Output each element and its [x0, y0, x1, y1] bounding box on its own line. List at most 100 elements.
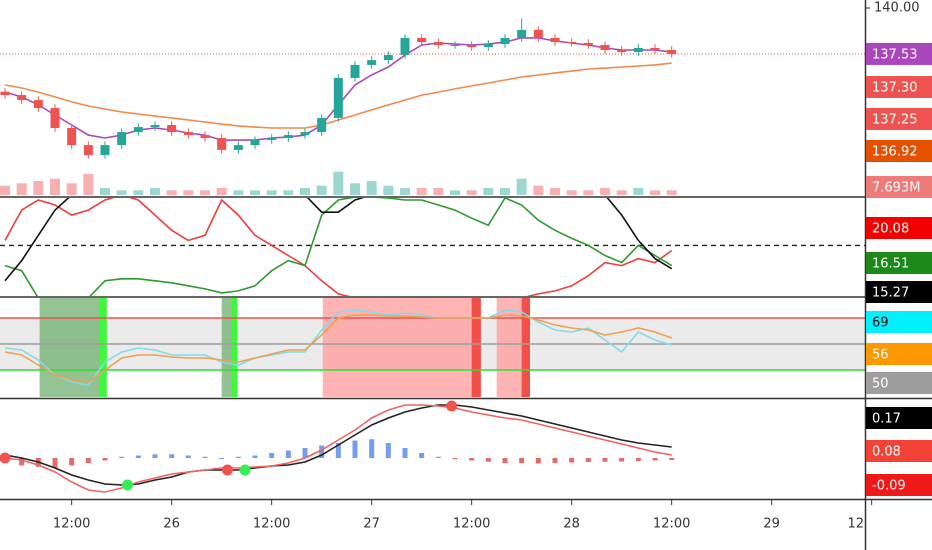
candle-body	[233, 145, 243, 150]
indicator-line	[4, 198, 673, 282]
volume-bar	[483, 188, 494, 195]
histogram-bar	[235, 456, 241, 458]
histogram-bar	[285, 450, 291, 458]
signal-zone-edge	[99, 298, 107, 397]
histogram-bar	[219, 458, 225, 459]
volume-bar	[350, 183, 360, 195]
candle-body	[500, 37, 510, 45]
volume-bar	[133, 190, 144, 195]
cross-marker	[222, 464, 233, 476]
volume-bar	[50, 178, 60, 195]
price-badge	[866, 42, 932, 65]
candle-body	[17, 95, 27, 101]
candle-body	[583, 42, 593, 46]
oscillator-pane	[0, 198, 865, 296]
price-badge	[866, 407, 932, 429]
candle-body	[333, 77, 343, 118]
histogram-bar	[352, 440, 358, 458]
volume-bar	[433, 188, 444, 195]
histogram-bar	[602, 458, 608, 462]
candle-body	[433, 42, 443, 46]
candle-body	[417, 37, 427, 43]
price-badge-label: 137.53	[872, 47, 918, 62]
volume-bar	[116, 190, 127, 195]
histogram-bar	[669, 458, 675, 460]
candle-body	[200, 135, 210, 139]
indicator-line	[4, 198, 673, 296]
histogram-bar	[469, 458, 475, 461]
volume-bar	[0, 185, 10, 195]
volume-bar	[550, 188, 560, 195]
histogram-bar	[19, 458, 25, 466]
candle-body	[217, 138, 227, 150]
volume-bar	[300, 188, 310, 195]
volume-bar	[150, 188, 160, 195]
volume-bar	[333, 171, 344, 195]
price-badge-label: 69	[872, 316, 889, 331]
volume-bar	[216, 188, 227, 195]
x-tick-label: 12:00	[653, 517, 690, 532]
candle-body	[0, 91, 10, 96]
histogram-bar	[185, 455, 191, 458]
price-badge	[866, 108, 932, 130]
candle-body	[667, 50, 677, 54]
signal-zone-edge	[521, 298, 530, 397]
price-badge	[866, 311, 932, 333]
histogram-bar	[552, 458, 558, 463]
candle-body	[250, 140, 260, 146]
cross-marker	[0, 452, 11, 464]
histogram-bar	[569, 458, 575, 463]
price-badge-label: 7.693M	[872, 181, 920, 196]
price-badge	[866, 372, 932, 394]
cross-marker	[122, 479, 133, 491]
histogram-bar	[502, 458, 508, 463]
price-badge	[866, 252, 932, 274]
histogram-bar	[635, 458, 641, 461]
candle-body	[150, 125, 160, 128]
candle-body	[167, 125, 177, 133]
histogram-bar	[452, 458, 458, 460]
histogram-bar	[202, 456, 208, 458]
candle-body	[50, 108, 60, 128]
histogram-bar	[252, 455, 258, 458]
candle-body	[67, 127, 77, 146]
histogram-bar	[135, 455, 141, 458]
volume-bar	[166, 190, 177, 195]
x-tick-label: 28	[563, 517, 580, 532]
y-tick-label: 140.00	[874, 0, 920, 15]
price-badge-label: 137.25	[872, 113, 918, 128]
histogram-bar	[169, 454, 175, 458]
x-tick-label: 26	[163, 517, 180, 532]
candle-body	[283, 135, 293, 139]
candle-body	[350, 64, 360, 78]
price-badge-label: 136.92	[872, 145, 918, 160]
volume-bar	[366, 181, 377, 195]
candle-body	[550, 37, 560, 43]
price-badge	[866, 474, 932, 496]
candle-body	[567, 42, 577, 44]
price-badge	[866, 281, 932, 303]
candle-body	[117, 132, 127, 146]
volume-bar	[633, 188, 644, 195]
price-badge	[866, 176, 932, 198]
candle-body	[467, 45, 477, 48]
histogram-bar	[419, 453, 425, 458]
candle-body	[483, 44, 493, 48]
candle-body	[267, 138, 277, 141]
indicator-line	[4, 404, 672, 493]
indicator-line	[4, 309, 672, 386]
price-pane	[0, 18, 865, 195]
price-badge-label: 20.08	[872, 222, 909, 237]
candle-body	[650, 47, 660, 51]
volume-bar	[616, 190, 627, 195]
histogram-bar	[535, 458, 541, 464]
signal-zone-edge	[231, 298, 238, 397]
volume-bar	[650, 190, 660, 195]
histogram-bar	[69, 458, 75, 466]
histogram-bar	[619, 458, 625, 462]
candle-body	[383, 55, 393, 61]
macd-pane	[0, 400, 675, 493]
candle-body	[533, 29, 543, 38]
